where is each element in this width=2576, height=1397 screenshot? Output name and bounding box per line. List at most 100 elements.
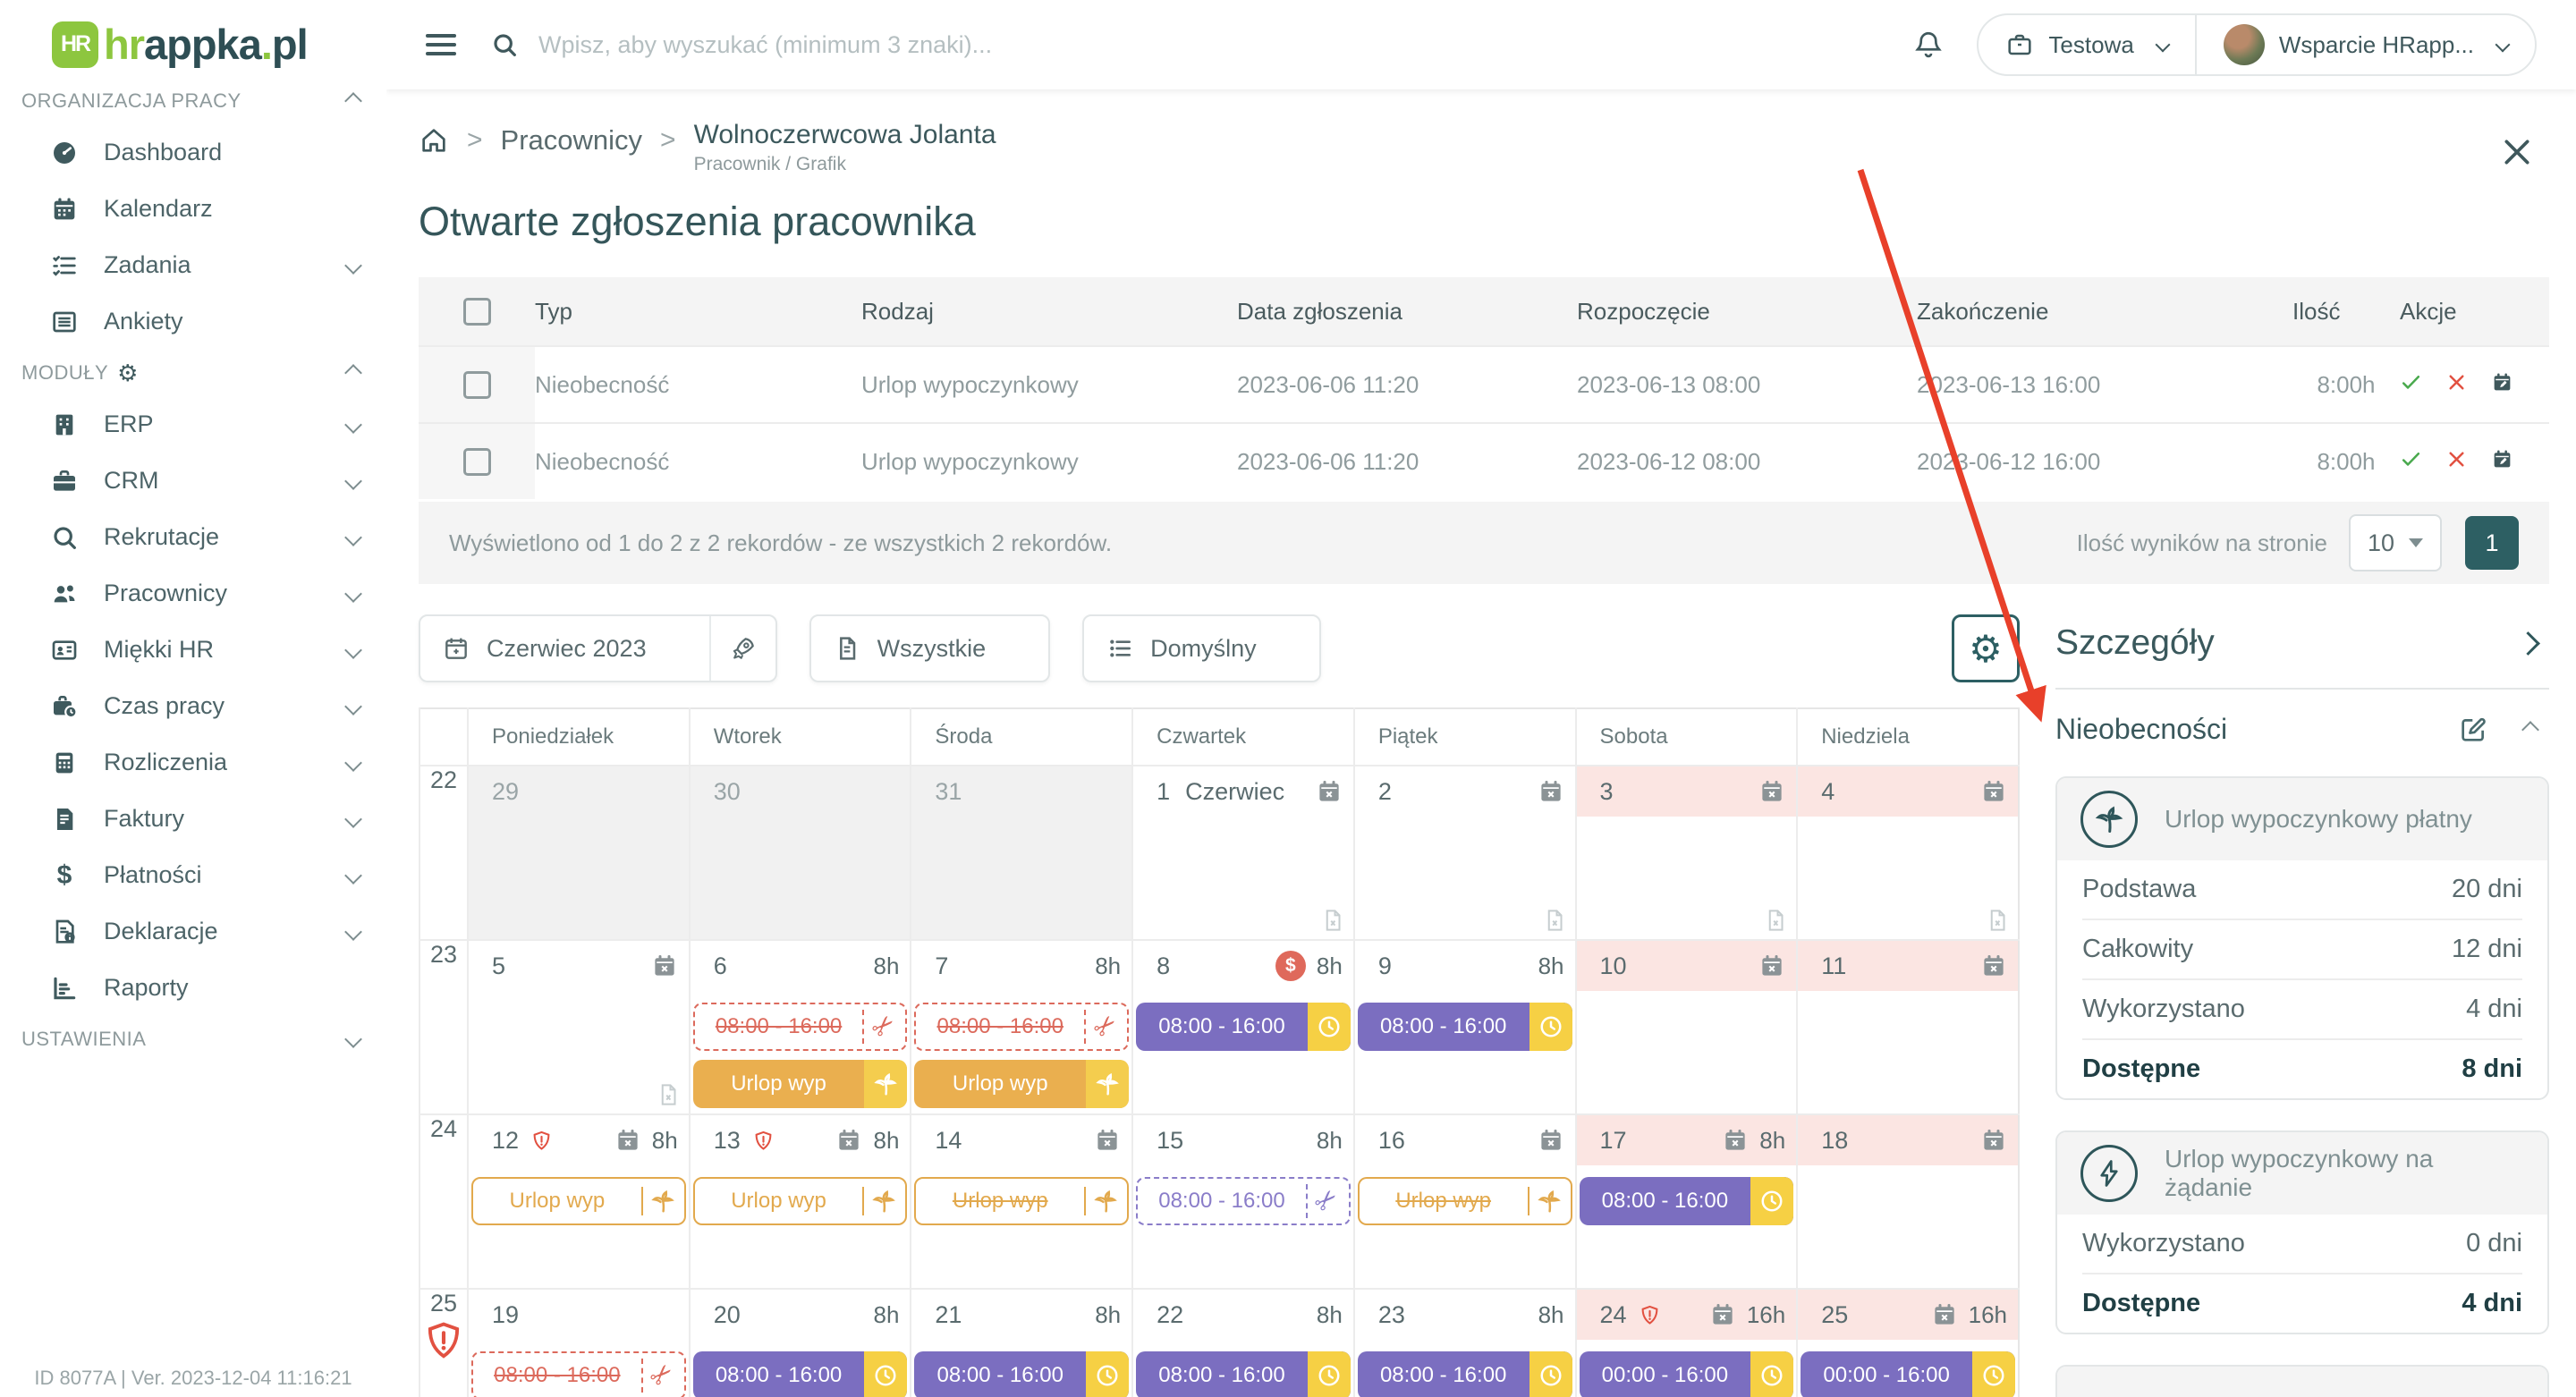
sidebar-item-dashboard[interactable]: Dashboard <box>0 124 386 181</box>
approve-icon[interactable] <box>2400 448 2422 475</box>
calendar-edit-icon[interactable] <box>2491 448 2513 475</box>
sidebar-item-ankiety[interactable]: Ankiety <box>0 293 386 350</box>
reject-icon[interactable] <box>2445 448 2468 475</box>
breadcrumb-employee[interactable]: Wolnoczerwcowa Jolanta Pracownik / Grafi… <box>694 120 996 175</box>
edit-icon[interactable] <box>2458 715 2488 745</box>
sidebar-item-raporty[interactable]: Raporty <box>0 960 386 1016</box>
view-filter[interactable]: Domyślny <box>1082 614 1321 682</box>
calendar-day-cell[interactable]: 11 <box>1796 939 2019 1114</box>
logo[interactable]: HR hrappka.pl <box>0 0 386 78</box>
sidebar-item-erp[interactable]: ERP <box>0 396 386 453</box>
shift-chip-purple[interactable]: 08:00 - 16:00 <box>1136 1351 1351 1397</box>
calendar-day-cell[interactable]: 20 8h 08:00 - 16:00 <box>688 1288 911 1397</box>
close-icon[interactable] <box>2499 134 2535 170</box>
calendar-day-cell[interactable]: 15 8h 08:00 - 16:00 ✂ <box>1131 1113 1354 1289</box>
calendar-day-cell[interactable]: 22 8h 08:00 - 16:00 <box>1131 1288 1354 1397</box>
calendar-day-cell[interactable]: 2 <box>1352 765 1576 940</box>
sidebar-item-kalendarz[interactable]: Kalendarz <box>0 181 386 237</box>
sidebar-item-rozliczenia[interactable]: Rozliczenia <box>0 734 386 791</box>
calendar-day-cell[interactable]: 7 8h 08:00 - 16:00 ✂ Urlop wyp <box>910 939 1133 1114</box>
rocket-icon[interactable] <box>711 634 775 663</box>
shift-chip-red-dashed[interactable]: 08:00 - 16:00 ✂ <box>471 1351 686 1397</box>
calendar-day-cell[interactable]: 24 16h 00:00 - 16:00 <box>1574 1288 1798 1397</box>
calendar-day-cell[interactable]: 3 <box>1574 765 1798 940</box>
divider <box>2055 688 2549 690</box>
calendar-day-cell[interactable]: 8 $8h 08:00 - 16:00 <box>1131 939 1354 1114</box>
calendar-day-cell[interactable]: 29 <box>467 765 690 940</box>
cell-qty: 8:00h <box>2292 422 2400 499</box>
sidebar-item-płatności[interactable]: $ Płatności <box>0 847 386 903</box>
chevron-up-icon[interactable] <box>2521 720 2539 739</box>
dollar-icon: $ <box>56 859 72 890</box>
notifications-bell-icon[interactable] <box>1912 29 1945 61</box>
calendar-day-cell[interactable]: 31 <box>910 765 1133 940</box>
per-page-select[interactable]: 10 <box>2349 514 2442 572</box>
row-checkbox[interactable] <box>462 448 491 477</box>
shift-chip-purple[interactable]: 00:00 - 16:00 <box>1801 1351 2015 1397</box>
shift-chip-purple[interactable]: 08:00 - 16:00 <box>914 1351 1130 1397</box>
select-all-checkbox[interactable] <box>462 298 491 326</box>
calendar-day-cell[interactable]: 13 8h Urlop wyp <box>688 1113 911 1289</box>
shift-chip-orange-filled[interactable]: Urlop wyp <box>914 1060 1130 1108</box>
calendar-day-cell[interactable]: 9 8h 08:00 - 16:00 <box>1352 939 1576 1114</box>
sidebar-item-rekrutacje[interactable]: Rekrutacje <box>0 509 386 565</box>
sidebar-item-deklaracje[interactable]: Deklaracje <box>0 903 386 960</box>
file-info-icon <box>50 918 79 946</box>
calendar-day-cell[interactable]: 10 <box>1574 939 1798 1114</box>
approve-icon[interactable] <box>2400 371 2422 398</box>
calendar-day-cell[interactable]: 14 Urlop wyp <box>910 1113 1133 1289</box>
shift-chip-red-dashed[interactable]: 08:00 - 16:00 ✂ <box>914 1003 1130 1051</box>
employee-name: Wolnoczerwcowa Jolanta <box>693 120 996 149</box>
shift-chip-red-dashed[interactable]: 08:00 - 16:00 ✂ <box>692 1003 908 1051</box>
user-dropdown[interactable]: Wsparcie HRapp... <box>2194 15 2535 74</box>
sidebar-item-miękki-hr[interactable]: Miękki HR <box>0 622 386 678</box>
sidebar-item-pracownicy[interactable]: Pracownicy <box>0 565 386 622</box>
sidebar-item-zadania[interactable]: Zadania <box>0 237 386 293</box>
calendar-day-cell[interactable]: 5 <box>467 939 690 1114</box>
sidebar-item-czas-pracy[interactable]: Czas pracy <box>0 678 386 734</box>
search-input[interactable] <box>537 30 1345 60</box>
sidebar-section-ustawienia[interactable]: USTAWIENIA <box>0 1016 386 1063</box>
shift-chip-purple[interactable]: 08:00 - 16:00 <box>692 1351 908 1397</box>
calendar-day-cell[interactable]: 12 8h Urlop wyp <box>467 1113 690 1289</box>
calendar-day-cell[interactable]: 4 <box>1796 765 2019 940</box>
type-filter[interactable]: Wszystkie <box>809 614 1051 682</box>
shift-chip-orange-outline[interactable]: Urlop wyp <box>1357 1177 1572 1225</box>
reject-icon[interactable] <box>2445 371 2468 398</box>
shift-chip-purple[interactable]: 08:00 - 16:00 <box>1357 1003 1572 1051</box>
shift-chip-purple[interactable]: 08:00 - 16:00 <box>1136 1003 1351 1051</box>
calendar-day-cell[interactable]: 23 8h 08:00 - 16:00 <box>1352 1288 1576 1397</box>
calendar-day-cell[interactable]: 21 8h 08:00 - 16:00 <box>910 1288 1133 1397</box>
calendar-day-cell[interactable]: 30 <box>688 765 911 940</box>
breadcrumb-pracownicy[interactable]: Pracownicy <box>500 124 643 156</box>
calendar-settings-button[interactable]: ⚙ <box>1952 614 2020 682</box>
calendar-day-cell[interactable]: 19 08:00 - 16:00 ✂ <box>467 1288 690 1397</box>
row-checkbox[interactable] <box>462 371 491 400</box>
calendar-day-cell[interactable]: 25 16h 00:00 - 16:00 <box>1796 1288 2019 1397</box>
shift-chip-orange-outline[interactable]: Urlop wyp <box>914 1177 1130 1225</box>
calendar-day-cell[interactable]: 1 Czerwiec <box>1131 765 1354 940</box>
page-1-button[interactable]: 1 <box>2465 516 2519 570</box>
month-filter[interactable]: Czerwiec 2023 <box>419 614 777 682</box>
calendar-day-cell[interactable]: 17 8h 08:00 - 16:00 <box>1574 1113 1798 1289</box>
calendar-edit-icon[interactable] <box>2491 371 2513 398</box>
chevron-right-icon[interactable] <box>2516 631 2540 656</box>
shift-chip-purple[interactable]: 00:00 - 16:00 <box>1579 1351 1794 1397</box>
column-header: Rodzaj <box>861 277 1237 346</box>
sidebar-section-organizacja-pracy[interactable]: ORGANIZACJA PRACY <box>0 78 386 124</box>
home-icon[interactable] <box>419 125 449 156</box>
shift-chip-purple[interactable]: 08:00 - 16:00 <box>1579 1177 1794 1225</box>
shift-chip-purple[interactable]: 08:00 - 16:00 <box>1357 1351 1572 1397</box>
shift-chip-purple-dashed[interactable]: 08:00 - 16:00 ✂ <box>1136 1177 1351 1225</box>
shift-chip-orange-outline[interactable]: Urlop wyp <box>692 1177 908 1225</box>
calendar-day-cell[interactable]: 18 <box>1796 1113 2019 1289</box>
calendar-day-cell[interactable]: 16 Urlop wyp <box>1352 1113 1576 1289</box>
sidebar-section-moduły[interactable]: MODUŁY ⚙ <box>0 350 386 396</box>
hamburger-menu-icon[interactable] <box>426 29 456 61</box>
sidebar-item-crm[interactable]: CRM <box>0 453 386 509</box>
shift-chip-orange-filled[interactable]: Urlop wyp <box>692 1060 908 1108</box>
shift-chip-orange-outline[interactable]: Urlop wyp <box>471 1177 686 1225</box>
sidebar-item-faktury[interactable]: Faktury <box>0 791 386 847</box>
calendar-day-cell[interactable]: 6 8h 08:00 - 16:00 ✂ Urlop wyp <box>688 939 911 1114</box>
company-dropdown[interactable]: Testowa <box>1979 15 2194 74</box>
